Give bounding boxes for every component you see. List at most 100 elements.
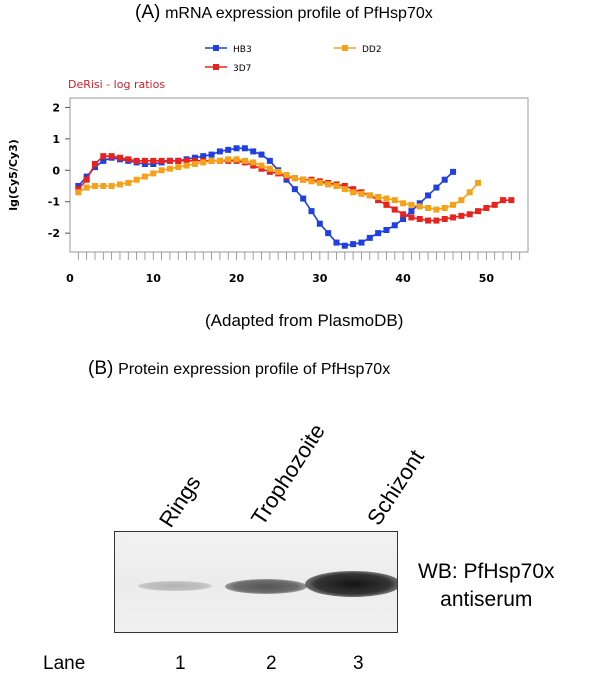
data-point bbox=[316, 220, 323, 227]
data-point bbox=[158, 157, 165, 164]
data-point bbox=[83, 173, 90, 180]
data-point bbox=[441, 205, 448, 211]
y-axis-label: lg(Cy5/Cy3) bbox=[7, 139, 20, 211]
x-tick-label: 10 bbox=[146, 272, 162, 285]
data-point bbox=[391, 197, 398, 204]
x-tick-label: 20 bbox=[229, 272, 245, 285]
data-point bbox=[166, 165, 173, 172]
data-point bbox=[325, 230, 332, 237]
data-point bbox=[500, 197, 507, 204]
lane-row-label: Lane bbox=[43, 653, 86, 674]
data-point bbox=[200, 153, 207, 160]
data-point bbox=[350, 241, 357, 248]
data-point bbox=[475, 208, 482, 215]
legend-item-3d7: 3D7 bbox=[205, 64, 251, 74]
wb-antibody-label: WB: PfHsp70x antiserum bbox=[418, 558, 555, 614]
data-point bbox=[216, 157, 223, 164]
panel-b-letter: (B) bbox=[88, 358, 114, 379]
legend-swatch-marker bbox=[342, 45, 348, 51]
data-point bbox=[383, 201, 390, 208]
data-point bbox=[425, 205, 432, 211]
panel-a-letter: (A) bbox=[135, 2, 161, 23]
data-point bbox=[241, 157, 248, 164]
western-blot-image bbox=[114, 531, 398, 633]
data-point bbox=[91, 164, 98, 171]
y-tick-label: -1 bbox=[48, 196, 60, 209]
data-point bbox=[250, 162, 257, 169]
data-point bbox=[225, 156, 232, 163]
x-tick-label: 30 bbox=[312, 272, 328, 285]
data-point bbox=[258, 165, 265, 172]
data-point bbox=[125, 156, 132, 163]
panel-a-title: (A) mRNA expression profile of PfHsp70x bbox=[135, 2, 433, 24]
data-point bbox=[333, 239, 340, 246]
data-point bbox=[233, 145, 240, 152]
panel-a-title-text: mRNA expression profile of PfHsp70x bbox=[165, 5, 433, 22]
panel-b-title: (B) Protein expression profile of PfHsp7… bbox=[88, 358, 390, 380]
data-point bbox=[250, 159, 257, 166]
legend-label: DD2 bbox=[362, 45, 382, 55]
data-point bbox=[375, 197, 382, 204]
data-point bbox=[408, 208, 415, 215]
data-point bbox=[225, 146, 232, 153]
data-point bbox=[308, 208, 315, 215]
source-note: (Adapted from PlasmoDB) bbox=[205, 311, 404, 330]
lane-number-1: 1 bbox=[175, 653, 186, 674]
data-point bbox=[100, 153, 107, 160]
data-point bbox=[75, 186, 82, 193]
data-point bbox=[133, 176, 140, 183]
data-point bbox=[266, 157, 273, 164]
data-point bbox=[383, 195, 390, 202]
data-point bbox=[458, 197, 465, 204]
data-point bbox=[175, 164, 182, 171]
legend-item-hb3: HB3 bbox=[205, 45, 252, 55]
data-point bbox=[125, 179, 132, 186]
band-lane-2 bbox=[225, 578, 307, 594]
data-point bbox=[400, 211, 407, 218]
data-point bbox=[400, 200, 407, 207]
data-point bbox=[300, 176, 307, 183]
series-dd2 bbox=[75, 156, 482, 213]
data-point bbox=[416, 216, 423, 222]
band-lane-1 bbox=[138, 581, 212, 591]
x-tick-label: 40 bbox=[395, 272, 411, 285]
data-point bbox=[166, 157, 173, 164]
data-point bbox=[200, 159, 207, 166]
data-point bbox=[366, 192, 373, 199]
data-point bbox=[150, 170, 157, 177]
data-point bbox=[416, 200, 423, 207]
data-point bbox=[450, 214, 457, 221]
data-point bbox=[150, 161, 157, 167]
lane-number-3: 3 bbox=[353, 653, 364, 674]
chart-series bbox=[75, 145, 515, 249]
data-point bbox=[183, 157, 190, 164]
data-point bbox=[491, 201, 498, 208]
y-tick-label: 1 bbox=[52, 133, 60, 146]
data-point bbox=[116, 181, 123, 188]
data-point bbox=[216, 148, 223, 155]
data-point bbox=[483, 205, 490, 211]
data-point bbox=[433, 184, 440, 191]
legend-item-dd2: DD2 bbox=[334, 45, 382, 55]
data-point bbox=[466, 211, 473, 218]
data-point bbox=[458, 212, 465, 219]
data-point bbox=[308, 178, 315, 185]
y-tick-label: -2 bbox=[48, 227, 60, 240]
data-point bbox=[258, 162, 265, 169]
data-point bbox=[391, 206, 398, 213]
data-point bbox=[108, 153, 115, 160]
data-point bbox=[383, 227, 390, 233]
panel-b-title-text: Protein expression profile of PfHsp70x bbox=[118, 361, 391, 378]
data-point bbox=[208, 157, 215, 164]
data-point bbox=[358, 239, 365, 246]
data-point bbox=[333, 183, 340, 189]
data-point bbox=[425, 192, 432, 199]
data-point bbox=[291, 186, 298, 193]
data-point bbox=[475, 179, 482, 186]
data-point bbox=[341, 183, 348, 189]
data-point bbox=[133, 157, 140, 164]
lane-number-2: 2 bbox=[266, 653, 277, 674]
data-point bbox=[150, 157, 157, 164]
data-point bbox=[141, 161, 148, 167]
